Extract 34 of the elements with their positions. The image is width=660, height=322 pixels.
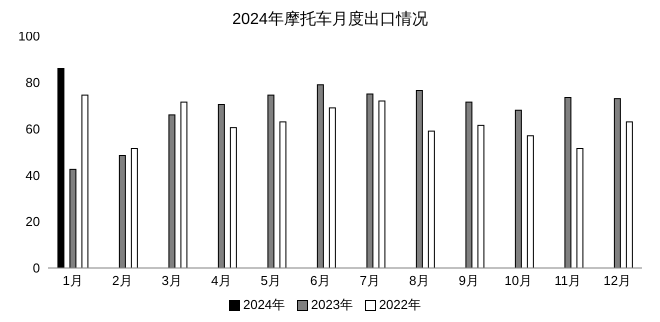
x-tick-label: 7月 [360, 273, 380, 288]
x-tick-label: 10月 [504, 273, 532, 288]
x-tick-label: 9月 [458, 273, 479, 288]
x-tick-label: 8月 [409, 273, 430, 288]
x-tick-label: 3月 [162, 273, 182, 288]
x-tick-label: 12月 [604, 273, 631, 288]
bar [279, 121, 286, 268]
bar [230, 127, 237, 268]
bar [57, 68, 64, 268]
legend-label: 2023年 [311, 296, 353, 314]
y-tick-label: 0 [32, 260, 40, 276]
legend-label: 2022年 [378, 296, 421, 314]
bar [477, 124, 484, 268]
y-tick-label: 80 [26, 75, 40, 90]
y-tick-label: 40 [26, 168, 40, 183]
x-tick-label: 5月 [260, 273, 281, 288]
x-tick-label: 1月 [62, 273, 83, 288]
bar [328, 107, 336, 268]
legend-label: 2024年 [243, 296, 286, 314]
x-tick-label: 2月 [112, 273, 132, 288]
bar [130, 148, 138, 268]
bar [576, 148, 584, 268]
y-tick-label: 20 [26, 214, 40, 230]
x-tick-label: 11月 [554, 273, 581, 288]
bar [378, 100, 386, 268]
bar [180, 102, 188, 268]
bar [526, 135, 534, 268]
bar [81, 94, 88, 268]
x-tick-label: 6月 [310, 273, 330, 288]
bar [626, 121, 633, 268]
bar [428, 130, 435, 268]
y-tick-label: 60 [26, 121, 40, 136]
x-tick-label: 4月 [211, 273, 232, 288]
chart-title: 2024年摩托车月度出口情况 [232, 11, 428, 28]
